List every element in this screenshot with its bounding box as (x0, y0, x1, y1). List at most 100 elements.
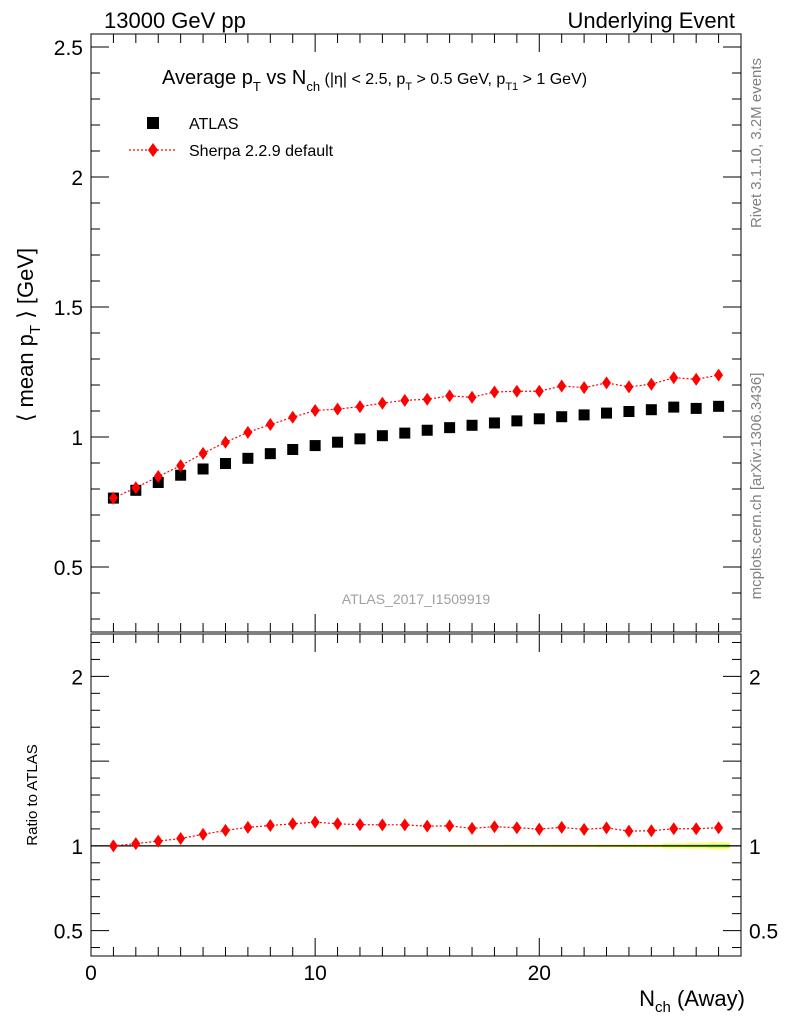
ratio-sherpa-point (355, 818, 365, 832)
sherpa-point (579, 381, 589, 395)
ratio-tick-label: 2 (71, 666, 83, 689)
sherpa-point (691, 372, 701, 386)
sherpa-point (288, 410, 298, 424)
legend-sherpa-marker (148, 143, 158, 157)
ratio-tick-label: 0.5 (54, 921, 83, 944)
sherpa-point (131, 481, 141, 495)
sherpa-point (422, 392, 432, 406)
ratio-sherpa-point (646, 824, 656, 838)
y-tick-label: 2.5 (54, 37, 83, 60)
atlas-point (668, 401, 680, 413)
ratio-y-axis-label: Ratio to ATLAS (24, 744, 41, 845)
legend-sherpa-label: Sherpa 2.2.9 default (189, 143, 334, 160)
sherpa-point (310, 403, 320, 417)
ratio-sherpa-point (512, 821, 522, 835)
x-label-main: N (639, 986, 655, 1011)
title-mid: vs N (261, 67, 307, 89)
title-sub-t: T (253, 79, 261, 94)
sherpa-point (445, 389, 455, 403)
atlas-point (197, 463, 209, 475)
y-label-open: ⟨ mean p (13, 334, 38, 422)
sherpa-point (400, 393, 410, 407)
ratio-plot-frame (90, 633, 742, 957)
x-tick-label: 20 (528, 962, 551, 985)
y-axis-label: ⟨ mean pT ⟩ [GeV] (13, 248, 44, 422)
event-label: Underlying Event (567, 8, 735, 33)
ratio-sherpa-point (602, 821, 612, 835)
y-tick-label: 2 (71, 167, 83, 190)
title-cuts-open: (|η| < 2.5, p (320, 71, 405, 88)
ratio-sherpa-point (400, 818, 410, 832)
title-cuts-close: > 1 GeV) (518, 71, 587, 88)
title-sub-t1: T1 (505, 81, 518, 93)
atlas-point (511, 415, 523, 427)
axis-ticks: 0.511.522.50.5 0.51 12 20 10 20 (54, 34, 778, 985)
ratio-sherpa-point (377, 818, 387, 832)
sherpa-point (512, 384, 522, 398)
y-label-sub: T (27, 325, 44, 334)
ratio-tick-label-right: 1 (749, 836, 761, 859)
x-label-sub: ch (655, 999, 671, 1016)
atlas-point (354, 433, 366, 445)
sherpa-point (355, 400, 365, 414)
atlas-point (690, 402, 702, 414)
y-tick-label: 1.5 (54, 297, 83, 320)
atlas-point (488, 417, 500, 429)
legend-atlas-label: ATLAS (189, 116, 239, 133)
sherpa-point (108, 491, 118, 505)
ratio-tick-label: 1 (71, 836, 83, 859)
legend-atlas-marker (147, 117, 159, 129)
x-label-rest: (Away) (671, 986, 745, 1011)
sherpa-point (153, 470, 163, 484)
sherpa-point (198, 446, 208, 460)
atlas-point (219, 458, 231, 470)
legend: ATLAS Sherpa 2.2.9 default (129, 116, 334, 160)
y-tick-label: 1 (71, 427, 83, 450)
y-tick-label: 0.5 (54, 557, 83, 580)
ratio-sherpa-line (113, 821, 719, 847)
sherpa-point (176, 459, 186, 473)
ratio-sherpa-point (669, 822, 679, 836)
rivet-label: Rivet 3.1.10, 3.2M events (748, 58, 765, 228)
data-series (91, 368, 741, 853)
ratio-sherpa-point (557, 820, 567, 834)
ratio-sherpa-point (176, 832, 186, 846)
sherpa-point (669, 371, 679, 385)
title-sub-t-2: T (405, 81, 412, 93)
x-tick-label: 10 (303, 962, 326, 985)
sherpa-point (534, 384, 544, 398)
sherpa-point (714, 368, 724, 382)
atlas-point (623, 406, 635, 418)
ratio-sherpa-point (534, 822, 544, 836)
sherpa-point (333, 402, 343, 416)
sherpa-point (602, 376, 612, 390)
ratio-sherpa-point (131, 837, 141, 851)
sherpa-point (467, 390, 477, 404)
atlas-point (376, 430, 388, 442)
x-axis-label: Nch (Away) (639, 986, 745, 1016)
ratio-sherpa-point (579, 822, 589, 836)
ratio-sherpa-point (422, 819, 432, 833)
sherpa-point (220, 435, 230, 449)
atlas-point (421, 424, 433, 436)
atlas-point (242, 452, 254, 464)
ratio-sherpa-point (310, 815, 320, 829)
ratio-sherpa-point (714, 821, 724, 835)
x-tick-label: 0 (85, 962, 97, 985)
ratio-sherpa-point (445, 819, 455, 833)
energy-label: 13000 GeV pp (104, 8, 246, 33)
ratio-sherpa-point (220, 823, 230, 837)
atlas-point (645, 404, 657, 416)
ratio-sherpa-point (333, 817, 343, 831)
ratio-sherpa-point (265, 819, 275, 833)
title-prefix: Average p (162, 67, 253, 89)
atlas-point (601, 407, 613, 419)
sherpa-point (489, 385, 499, 399)
atlas-point (713, 400, 725, 412)
atlas-point (466, 419, 478, 431)
ratio-sherpa-point (691, 822, 701, 836)
sherpa-point (377, 396, 387, 410)
analysis-watermark: ATLAS_2017_I1509919 (342, 591, 491, 607)
sherpa-point (624, 380, 634, 394)
